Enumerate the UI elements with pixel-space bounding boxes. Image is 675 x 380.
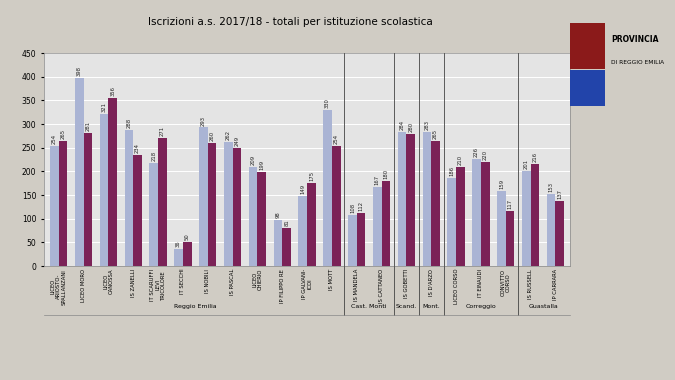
Text: 108: 108: [350, 203, 355, 213]
Text: 234: 234: [135, 144, 140, 154]
Text: 265: 265: [61, 129, 65, 139]
Text: 159: 159: [499, 179, 504, 189]
Text: 186: 186: [450, 166, 454, 176]
Bar: [282, 228, 291, 266]
Text: 210: 210: [458, 155, 463, 165]
Bar: [224, 142, 233, 266]
Bar: [456, 167, 465, 266]
Text: 180: 180: [383, 169, 389, 179]
Bar: [431, 141, 440, 266]
Bar: [357, 213, 365, 266]
Text: DI REGGIO EMILIA: DI REGGIO EMILIA: [612, 60, 665, 65]
Bar: [547, 194, 556, 266]
Bar: [133, 155, 142, 266]
Text: Mont.: Mont.: [423, 304, 440, 309]
Text: 284: 284: [400, 120, 404, 130]
Text: 216: 216: [533, 152, 537, 162]
Bar: [497, 191, 506, 266]
Text: Iscrizioni a.s. 2017/18 - totali per istituzione scolastica: Iscrizioni a.s. 2017/18 - totali per ist…: [148, 17, 433, 27]
Text: 226: 226: [474, 147, 479, 157]
Text: 201: 201: [524, 159, 529, 169]
Text: 321: 321: [102, 102, 107, 112]
Bar: [472, 159, 481, 266]
Text: 271: 271: [160, 126, 165, 136]
Bar: [406, 134, 415, 266]
Bar: [423, 132, 431, 266]
Text: 149: 149: [300, 184, 305, 194]
Bar: [522, 171, 531, 266]
Text: 199: 199: [259, 160, 265, 170]
Text: PROVINCIA: PROVINCIA: [612, 35, 659, 44]
Bar: [506, 211, 514, 266]
Bar: [273, 220, 282, 266]
Bar: [199, 127, 208, 266]
Text: 36: 36: [176, 241, 181, 247]
Text: Cast. Monti: Cast. Monti: [352, 304, 387, 309]
Bar: [84, 133, 92, 266]
Text: 50: 50: [185, 234, 190, 241]
Bar: [381, 181, 390, 266]
Bar: [233, 148, 241, 266]
Bar: [298, 196, 307, 266]
Bar: [75, 78, 84, 266]
Text: 249: 249: [234, 136, 240, 146]
Text: 167: 167: [375, 175, 380, 185]
Text: 137: 137: [558, 189, 562, 200]
Text: Reggio Emilia: Reggio Emilia: [174, 304, 217, 309]
Text: 254: 254: [334, 134, 339, 144]
Bar: [183, 242, 192, 266]
Text: 153: 153: [549, 182, 554, 192]
Text: 218: 218: [151, 151, 157, 161]
Text: Correggio: Correggio: [466, 304, 496, 309]
Text: 280: 280: [408, 122, 413, 132]
Text: 281: 281: [86, 121, 90, 131]
Bar: [323, 110, 332, 266]
Text: Scand.: Scand.: [396, 304, 417, 309]
Bar: [158, 138, 167, 266]
Bar: [208, 143, 217, 266]
Text: 330: 330: [325, 98, 330, 108]
Bar: [149, 163, 158, 266]
Text: 283: 283: [425, 120, 429, 130]
Bar: [481, 162, 489, 266]
Bar: [59, 141, 68, 266]
Text: 356: 356: [110, 86, 115, 96]
Text: 98: 98: [275, 211, 280, 218]
Text: 112: 112: [358, 201, 364, 211]
Text: 209: 209: [250, 155, 256, 165]
Bar: [257, 172, 266, 266]
Bar: [570, 70, 605, 106]
Bar: [373, 187, 381, 266]
Text: Guastalla: Guastalla: [528, 304, 558, 309]
Bar: [556, 201, 564, 266]
Text: 175: 175: [309, 171, 314, 181]
Bar: [125, 130, 133, 266]
Bar: [100, 114, 109, 266]
Text: 288: 288: [126, 118, 132, 128]
Bar: [109, 98, 117, 266]
Text: 262: 262: [225, 130, 231, 140]
Text: 81: 81: [284, 219, 289, 226]
Text: 254: 254: [52, 134, 57, 144]
Bar: [570, 23, 605, 69]
Bar: [332, 146, 341, 266]
Bar: [398, 132, 406, 266]
Text: 260: 260: [210, 131, 215, 141]
Text: 398: 398: [77, 66, 82, 76]
Bar: [348, 215, 357, 266]
Text: 265: 265: [433, 129, 438, 139]
Bar: [50, 146, 59, 266]
Text: 293: 293: [201, 116, 206, 125]
Bar: [249, 167, 257, 266]
Bar: [174, 249, 183, 266]
Text: 117: 117: [508, 199, 512, 209]
Text: 220: 220: [483, 150, 488, 160]
Bar: [307, 183, 316, 266]
Bar: [531, 164, 539, 266]
Bar: [448, 178, 456, 266]
